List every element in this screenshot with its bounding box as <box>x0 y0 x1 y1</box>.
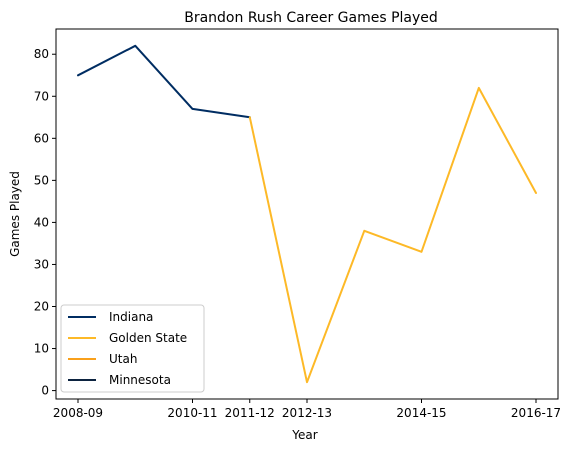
chart-title: Brandon Rush Career Games Played <box>184 10 438 26</box>
x-tick-label: 2014-15 <box>396 406 446 420</box>
series-layer <box>77 44 537 384</box>
y-tick-label: 40 <box>34 215 49 229</box>
x-axis-label: Year <box>291 428 317 442</box>
y-axis: 0 10 20 30 40 50 60 70 80 <box>34 47 56 398</box>
legend-entry: Golden State <box>109 331 187 345</box>
legend-entry: Minnesota <box>109 373 171 387</box>
y-tick-label: 60 <box>34 131 49 145</box>
series-line-indiana <box>77 44 251 119</box>
y-axis-label: Games Played <box>8 171 22 257</box>
legend-box <box>60 304 205 393</box>
x-tick-label: 2008-09 <box>53 406 103 420</box>
y-tick-label: 70 <box>34 89 49 103</box>
series-line-golden-state <box>248 86 537 384</box>
y-tick-label: 80 <box>34 47 49 61</box>
legend-entry: Utah <box>109 352 137 366</box>
x-axis: 2008-09 2010-11 2011-12 2012-13 2014-15 2016-… <box>53 399 561 420</box>
y-tick-label: 50 <box>34 173 49 187</box>
x-tick-label: 2016-17 <box>511 406 561 420</box>
y-tick-label: 10 <box>34 342 49 356</box>
x-tick-label: 2011-12 <box>225 406 275 420</box>
y-tick-label: 20 <box>34 300 49 314</box>
y-tick-label: 0 <box>41 384 49 398</box>
x-tick-label: 2012-13 <box>282 406 332 420</box>
legend: Indiana Golden State Utah Minnesota <box>60 304 205 393</box>
legend-entry: Indiana <box>109 310 153 324</box>
y-tick-label: 30 <box>34 257 49 271</box>
x-tick-label: 2010-11 <box>167 406 217 420</box>
